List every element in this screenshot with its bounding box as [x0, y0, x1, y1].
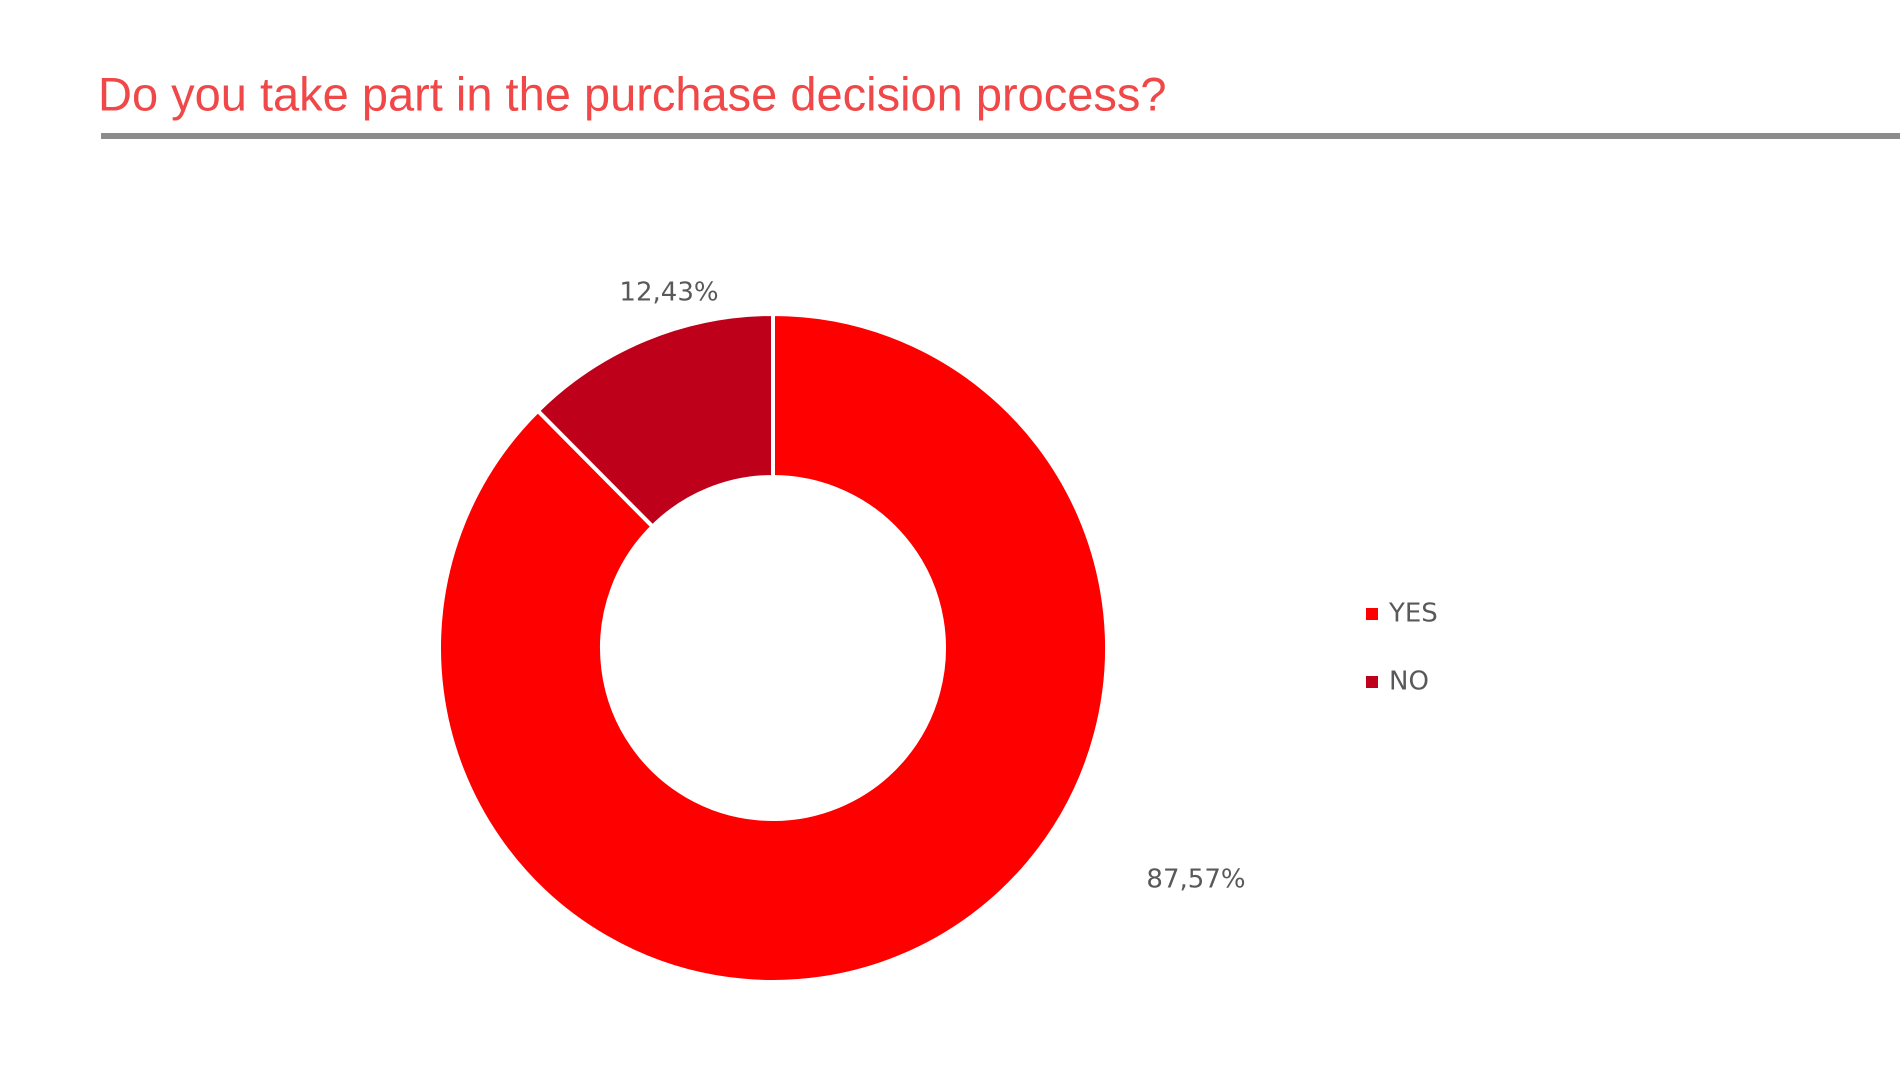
donut-slice — [535, 311, 775, 530]
data-label: 12,43% — [619, 278, 718, 308]
legend-swatch — [1366, 676, 1378, 688]
legend-label: YES — [1388, 599, 1438, 629]
data-label: 87,57% — [1146, 865, 1245, 895]
legend-label: NO — [1389, 667, 1429, 697]
title-rule — [101, 133, 1900, 139]
legend-swatch — [1366, 608, 1378, 620]
chart-title: Do you take part in the purchase decisio… — [98, 67, 1167, 120]
